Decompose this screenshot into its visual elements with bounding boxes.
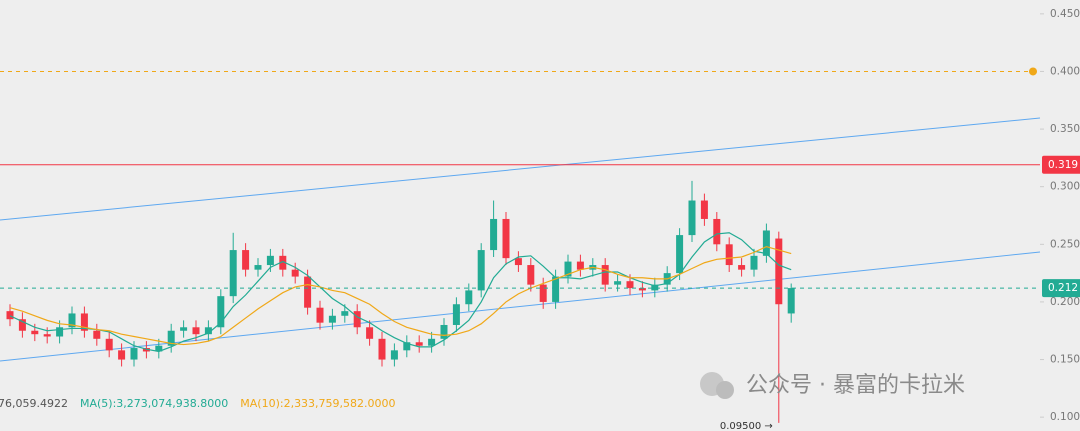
indicator-label: MA(5):3,273,074,938.8000 bbox=[80, 397, 228, 410]
candle-body bbox=[452, 304, 460, 325]
logo bbox=[716, 381, 734, 399]
ma-line bbox=[9, 245, 792, 346]
candle-body bbox=[638, 288, 646, 291]
price-label: 0.212 bbox=[1048, 282, 1078, 294]
candle-body bbox=[527, 265, 535, 285]
price-label-box bbox=[1042, 155, 1080, 174]
candle-body bbox=[229, 250, 237, 297]
candle-body bbox=[80, 313, 88, 331]
candle-body bbox=[762, 230, 770, 256]
y-tick-label: 0.150 bbox=[1050, 354, 1080, 366]
candle-body bbox=[552, 276, 560, 302]
price-label: 0.319 bbox=[1048, 159, 1078, 171]
candle-body bbox=[316, 307, 324, 323]
candle-body bbox=[279, 255, 287, 270]
candle-body bbox=[31, 330, 39, 335]
candle-body bbox=[676, 235, 684, 274]
candle-body bbox=[750, 255, 758, 270]
candle-body bbox=[502, 218, 510, 259]
indicator-label: MA(10):2,333,759,582.0000 bbox=[240, 397, 395, 410]
candle-body bbox=[242, 250, 250, 270]
candle-body bbox=[403, 342, 411, 351]
channel-top bbox=[0, 117, 1041, 221]
candle-body bbox=[254, 265, 262, 270]
candle-body bbox=[180, 327, 188, 331]
y-tick-label: 0.100 bbox=[1050, 411, 1080, 423]
candle-body bbox=[93, 330, 101, 339]
candle-body bbox=[291, 269, 299, 277]
candle-body bbox=[490, 218, 498, 251]
alert-icon bbox=[1029, 67, 1037, 76]
candle-body bbox=[626, 281, 634, 289]
candle-body bbox=[378, 338, 386, 360]
candle-body bbox=[477, 250, 485, 291]
candle-body bbox=[787, 288, 795, 314]
candle-body bbox=[155, 345, 163, 352]
candle-body bbox=[614, 281, 622, 285]
candle-body bbox=[266, 255, 274, 266]
candle-body bbox=[6, 311, 14, 320]
candle-body bbox=[43, 334, 51, 337]
watermark: 公众号 · 暴富的卡拉米 bbox=[700, 372, 965, 399]
candle-body bbox=[328, 315, 336, 323]
candle-body bbox=[514, 258, 522, 266]
candle-body bbox=[105, 338, 113, 351]
candle-body bbox=[390, 350, 398, 360]
y-tick-label: 0.300 bbox=[1050, 181, 1080, 193]
candle-body bbox=[118, 350, 126, 360]
candle-body bbox=[725, 244, 733, 266]
plot: 0.100 0.150 0.200 0.250 0.300 0.350 0.400 0.450… bbox=[0, 8, 1080, 431]
y-tick-label: 0.400 bbox=[1050, 65, 1080, 77]
candle-body bbox=[353, 311, 361, 328]
candle-body bbox=[651, 284, 659, 291]
candle-body bbox=[576, 261, 584, 270]
y-tick-label: 0.250 bbox=[1050, 238, 1080, 250]
watermark-text: 公众号 · 暴富的卡拉米 bbox=[746, 373, 965, 398]
candle-body bbox=[601, 265, 609, 285]
candle-body bbox=[713, 218, 721, 245]
candle-body bbox=[465, 290, 473, 305]
candle-body bbox=[539, 284, 547, 302]
candle-body bbox=[688, 200, 696, 236]
candle-body bbox=[341, 311, 349, 316]
candle-body bbox=[56, 327, 64, 337]
candle-body bbox=[415, 342, 423, 346]
ma-line bbox=[9, 232, 792, 353]
candle-body bbox=[204, 327, 212, 335]
candle-body bbox=[217, 296, 225, 328]
candle-body bbox=[775, 238, 783, 305]
y-tick-label: 0.450 bbox=[1050, 8, 1080, 20]
candle-body bbox=[428, 338, 436, 346]
candle-body bbox=[18, 319, 26, 331]
candle-body bbox=[366, 327, 374, 339]
low-label: 0.09500 → bbox=[720, 421, 773, 431]
candle-body bbox=[738, 265, 746, 270]
candle-body bbox=[68, 313, 76, 328]
candle-body bbox=[167, 330, 175, 346]
candle-body bbox=[564, 261, 572, 277]
candle-body bbox=[700, 200, 708, 219]
indicator-label: 76,059.4922 bbox=[0, 397, 68, 410]
y-tick-label: 0.350 bbox=[1050, 123, 1080, 135]
price-label-box bbox=[1042, 279, 1080, 298]
candle-body bbox=[192, 327, 200, 335]
y-tick-label: 0.200 bbox=[1050, 296, 1080, 308]
candle-body bbox=[304, 276, 312, 308]
candle-body bbox=[440, 324, 448, 339]
candle-body bbox=[130, 348, 138, 360]
